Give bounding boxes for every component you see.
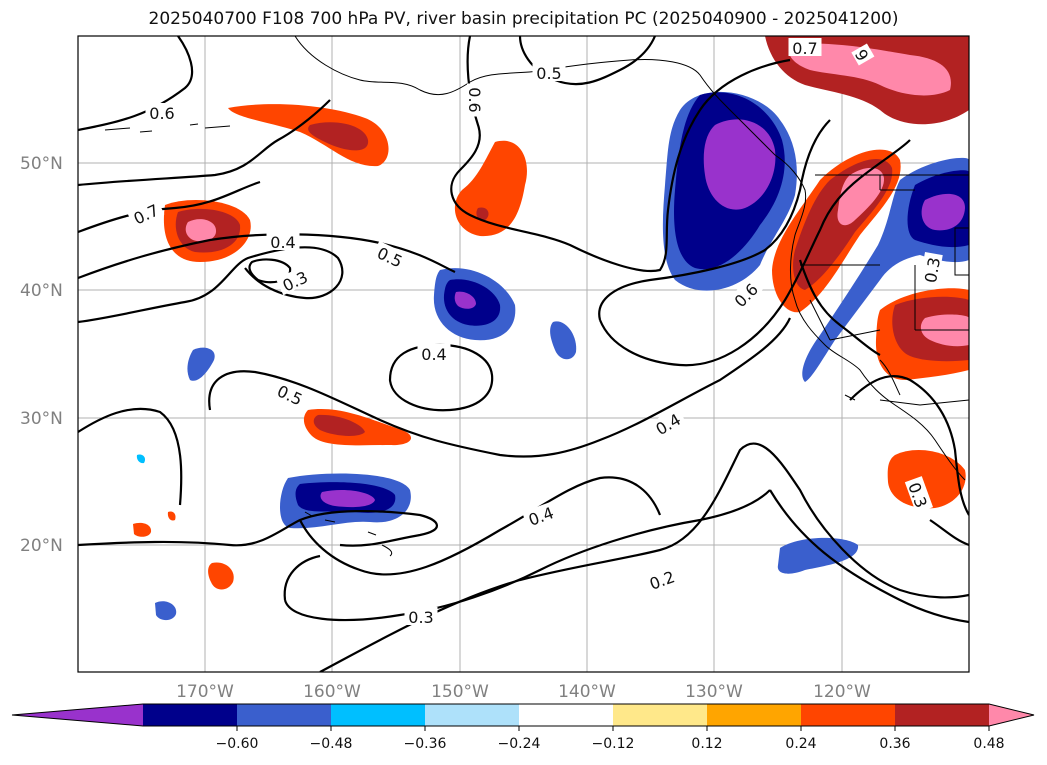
precip-blob-positive: [308, 122, 369, 151]
precip-blob-positive: [167, 511, 176, 521]
contour-label-bg: [904, 476, 934, 514]
precip-blob-negative: [136, 454, 146, 464]
contour-label: 0.4: [421, 345, 446, 364]
lon-tick-label: 120°W: [813, 682, 871, 702]
colorbar-tick-label: −0.12: [592, 736, 635, 752]
colorbar-tick-label: 0.24: [785, 736, 816, 752]
precip-blob-positive: [185, 219, 217, 242]
contour-label: 0.6: [465, 87, 484, 112]
contour-label-bg: [404, 607, 438, 625]
contour-label-bg: [417, 344, 451, 362]
precip-blob-positive: [788, 43, 951, 96]
precip-fill-layer: [133, 36, 969, 621]
colorbar-extend-high: [989, 704, 1034, 726]
precip-blob-negative: [777, 537, 859, 574]
colorbar-tick-label: −0.48: [310, 736, 353, 752]
colorbar-segment: [331, 704, 426, 726]
colorbar-segment: [519, 704, 614, 726]
precip-blob-negative: [921, 193, 965, 231]
lon-tick-label: 170°W: [176, 682, 234, 702]
colorbar-tick-label: −0.24: [498, 736, 541, 752]
coastlines: [104, 36, 969, 557]
precip-blob-negative: [320, 489, 375, 508]
contour-label-bg: [919, 252, 943, 288]
colorbar-segment: [895, 704, 990, 726]
contour-label-bg: [145, 103, 179, 121]
lon-tick-label: 140°W: [558, 682, 616, 702]
precip-blob-negative: [550, 321, 577, 360]
contour-label: 0.6: [149, 104, 174, 123]
colorbar-outline: [11, 703, 1035, 727]
contour-label-bg: [851, 43, 875, 66]
lon-tick-label: 150°W: [431, 682, 489, 702]
colorbar-tick-label: 0.36: [879, 736, 910, 752]
colorbar-segment: [613, 704, 708, 726]
map-frame: [77, 35, 970, 673]
precip-blob-positive: [837, 167, 885, 226]
precip-blob-positive: [228, 104, 389, 167]
contour-label-bg: [648, 407, 687, 440]
lat-tick-label: 30°N: [20, 409, 63, 429]
colorbar-tick-label: 0.48: [973, 736, 1004, 752]
contour-label-bg: [788, 38, 822, 56]
lon-axis: 170°W 160°W 150°W 140°W 130°W 120°W: [176, 682, 871, 702]
colorbar-segment: [425, 704, 520, 726]
contour-label-bg: [275, 264, 314, 296]
precip-blob-positive: [454, 140, 527, 237]
colorbar-segment: [143, 704, 238, 726]
lat-tick-label: 40°N: [20, 281, 63, 301]
contour-label-bg: [727, 276, 764, 313]
precip-blob-positive: [133, 522, 152, 537]
precip-blob-positive: [887, 450, 966, 509]
contour-label: 0.3: [921, 256, 944, 284]
contour-label-bg: [266, 232, 300, 250]
contour-label-bg: [271, 378, 310, 410]
precip-blob-negative: [155, 601, 177, 621]
contour-label: 0.7: [792, 39, 817, 58]
contour-label-bg: [126, 197, 165, 229]
lon-tick-label: 160°W: [303, 682, 361, 702]
colorbar-tick-label: −0.60: [216, 736, 259, 752]
precip-blob-negative: [703, 119, 776, 210]
colorbar: −0.60 −0.48 −0.36 −0.24 −0.12 0.12 0.24 0.36 0.4…: [11, 703, 1035, 752]
contour-label-bg: [532, 63, 566, 81]
lon-tick-label: 130°W: [685, 682, 743, 702]
precip-blob-positive: [313, 414, 365, 436]
contour-label: 0.4: [270, 233, 295, 252]
contour-label: 0.3: [408, 608, 433, 627]
contour-label-bg: [371, 240, 410, 272]
pv-contours: [78, 36, 969, 672]
contour-label-bg: [467, 83, 485, 117]
contour-label-bg: [643, 564, 681, 594]
precip-blob-negative: [187, 347, 215, 381]
lat-tick-label: 50°N: [20, 154, 63, 174]
colorbar-segment: [707, 704, 802, 726]
colorbar-extend-low: [12, 704, 143, 726]
colorbar-segment: [801, 704, 896, 726]
precip-blob-negative: [454, 291, 476, 309]
precip-blob-positive: [476, 207, 489, 221]
colorbar-tick-label: −0.36: [404, 736, 447, 752]
lat-axis: 50°N 40°N 30°N 20°N: [20, 154, 63, 556]
contour-label: 0.5: [536, 64, 561, 83]
precip-blob-positive: [208, 562, 234, 590]
colorbar-segment: [237, 704, 332, 726]
lat-tick-label: 20°N: [20, 536, 63, 556]
map-title: 2025040700 F108 700 hPa PV, river basin …: [148, 9, 899, 29]
contour-label-bg: [522, 500, 560, 530]
colorbar-tick-label: 0.12: [691, 736, 722, 752]
